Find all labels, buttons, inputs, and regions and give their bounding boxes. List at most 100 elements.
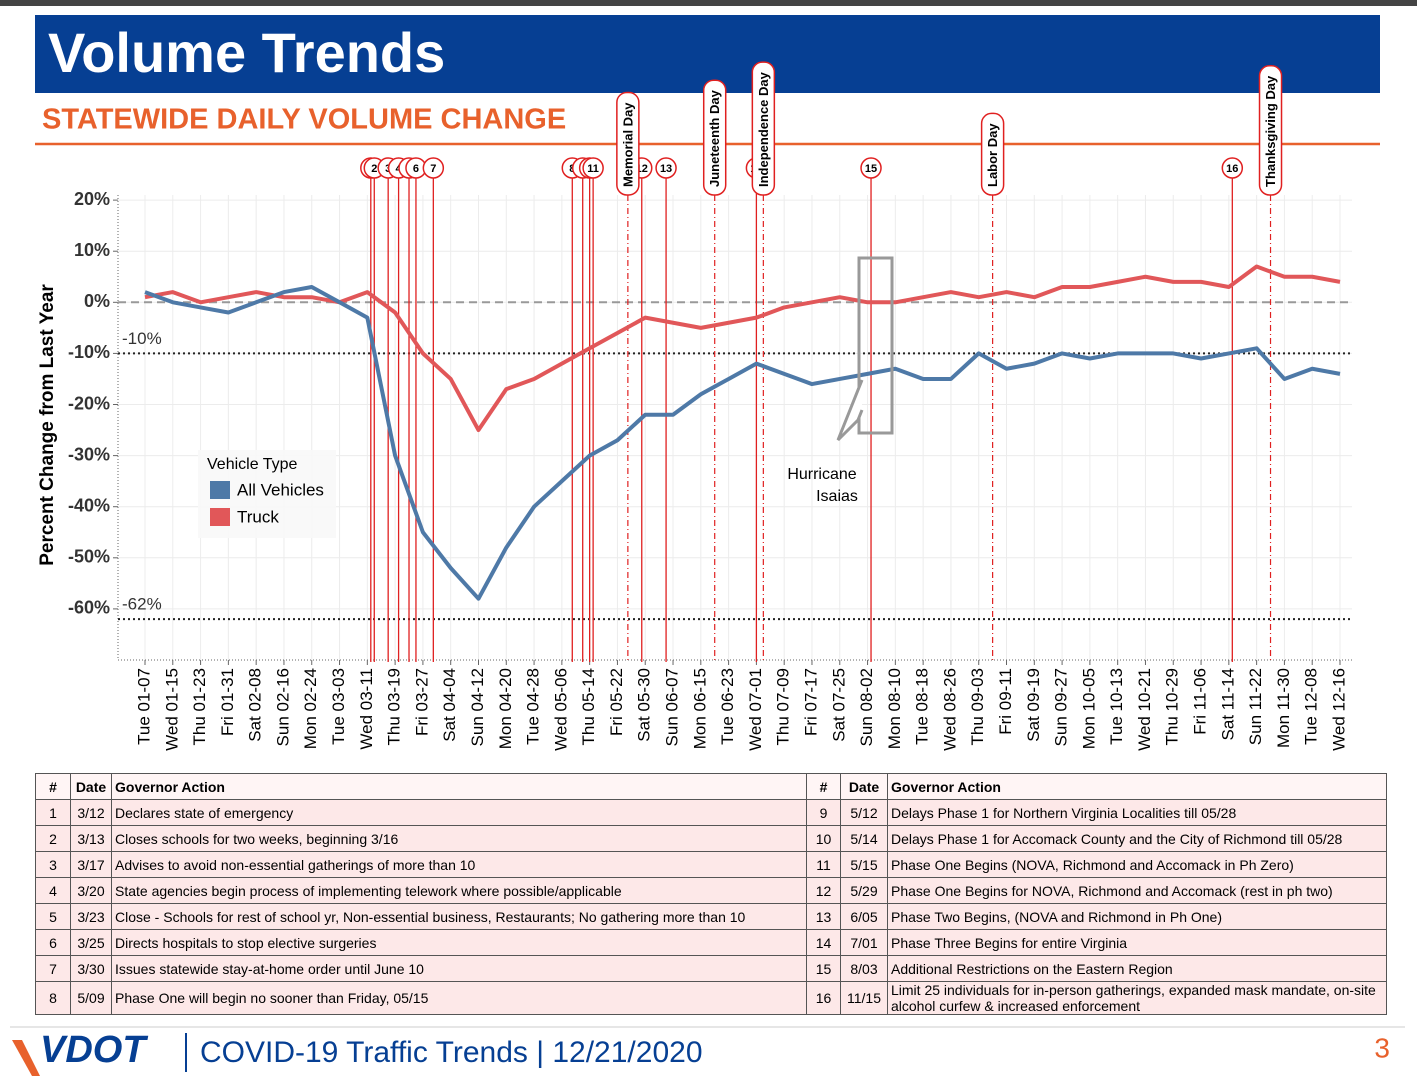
x-tick-label: Thu 05-14 bbox=[579, 668, 598, 746]
x-tick-label: Sat 07-25 bbox=[829, 668, 848, 742]
x-tick-label: Mon 10-05 bbox=[1079, 668, 1098, 749]
reference-label: -10% bbox=[122, 329, 162, 348]
event-label: 2 bbox=[371, 163, 377, 175]
table-cell: Issues statewide stay-at-home order unti… bbox=[111, 955, 807, 982]
x-tick-label: Tue 03-03 bbox=[329, 668, 348, 745]
y-tick-label: -40% bbox=[68, 495, 110, 515]
table-cell: 15 bbox=[806, 955, 841, 982]
y-tick-label: -30% bbox=[68, 444, 110, 464]
table-cell: 11 bbox=[806, 851, 841, 878]
header-cell: # bbox=[806, 773, 841, 800]
table-cell: 7 bbox=[35, 955, 71, 982]
table-cell: Phase One will begin no sooner than Frid… bbox=[111, 981, 807, 1015]
event-marker bbox=[422, 157, 445, 179]
footer-text: COVID-19 Traffic Trends | 12/21/2020 bbox=[200, 1036, 703, 1069]
table-cell: 10 bbox=[806, 825, 841, 852]
table-cell: 2 bbox=[35, 825, 71, 852]
x-tick-label: Mon 06-15 bbox=[690, 668, 709, 749]
table-cell: 3/25 bbox=[70, 929, 112, 956]
holiday-label: Independence Day bbox=[756, 71, 771, 187]
hurricane-callout: Hurricane Isaias bbox=[787, 256, 894, 505]
holiday-label: Labor Day bbox=[985, 123, 1000, 187]
x-tick-label: Thu 10-29 bbox=[1163, 668, 1182, 746]
table-cell: Delays Phase 1 for Northern Virginia Loc… bbox=[887, 799, 1387, 826]
annotation: Isaias bbox=[816, 488, 858, 505]
x-tick-label: Fri 11-06 bbox=[1191, 668, 1210, 735]
table-row: 3 3/17 Advises to avoid non-essential gath… bbox=[35, 851, 1387, 878]
header-cell: Date bbox=[70, 773, 112, 800]
callout-pointer bbox=[836, 379, 864, 442]
table-cell: 1 bbox=[35, 799, 71, 826]
x-tick-label: Fri 01-31 bbox=[218, 668, 237, 736]
y-tick-label: -50% bbox=[68, 547, 110, 567]
table-cell: Declares state of emergency bbox=[111, 799, 807, 826]
x-tick-label: Mon 02-24 bbox=[301, 668, 320, 749]
x-tick-label: Tue 12-08 bbox=[1302, 668, 1321, 745]
logo: VDOT bbox=[40, 1029, 148, 1071]
event-marker bbox=[860, 157, 882, 179]
table-row: 1 3/12 Declares state of emergency 9 5/12 Del… bbox=[35, 799, 1387, 826]
x-tick-label: Sat 02-08 bbox=[246, 668, 265, 742]
x-tick-label: Wed 05-06 bbox=[551, 668, 570, 751]
table-cell: 3/13 bbox=[70, 825, 112, 852]
event-marker bbox=[1221, 157, 1244, 179]
event-label: 16 bbox=[1226, 163, 1238, 175]
y-tick-label: 20% bbox=[74, 189, 110, 209]
x-tick-label: Mon 11-30 bbox=[1274, 668, 1293, 748]
legend-swatch bbox=[210, 508, 230, 526]
table-cell: 5 bbox=[35, 903, 71, 930]
title: Volume Trends bbox=[48, 21, 445, 84]
x-tick-label: Thu 07-09 bbox=[774, 668, 793, 746]
header-cell: Governor Action bbox=[111, 773, 807, 800]
y-tick-label: -60% bbox=[68, 598, 110, 618]
table-cell: 3 bbox=[35, 851, 71, 878]
table-cell: Phase One Begins for NOVA, Richmond and … bbox=[887, 877, 1387, 904]
x-tick-label: Sun 08-02 bbox=[857, 668, 876, 746]
legend-label: All Vehicles bbox=[237, 480, 324, 499]
table-row: 6 3/25 Directs hospitals to stop elective … bbox=[35, 929, 1387, 956]
table-row: 7 3/30 Issues statewide stay-at-home order… bbox=[35, 955, 1387, 982]
x-tick-label: Sun 09-27 bbox=[1052, 668, 1071, 746]
holiday-label: Juneteenth Day bbox=[707, 89, 722, 187]
legend-title: Vehicle Type bbox=[207, 456, 298, 473]
table-cell: Limit 25 individuals for in-person gathe… bbox=[887, 981, 1387, 1015]
table-cell: Additional Restrictions on the Eastern R… bbox=[887, 955, 1387, 982]
x-tick-label: Fri 05-22 bbox=[607, 668, 626, 736]
holiday-label: Thanksgiving Day bbox=[1263, 75, 1278, 187]
table-cell: State agencies begin process of implemen… bbox=[111, 877, 807, 904]
x-tick-label: Wed 08-26 bbox=[940, 668, 959, 751]
table-cell: Advises to avoid non-essential gathering… bbox=[111, 851, 807, 878]
table-cell: 6 bbox=[35, 929, 71, 956]
table-cell: 5/15 bbox=[840, 851, 888, 878]
table-cell: 9 bbox=[806, 799, 841, 826]
table-cell: Phase One Begins (NOVA, Richmond and Acc… bbox=[887, 851, 1387, 878]
event-marker bbox=[582, 157, 604, 179]
holiday-box bbox=[751, 61, 776, 196]
logo-swoosh bbox=[12, 1040, 40, 1076]
x-tick-label: Wed 01-15 bbox=[162, 668, 181, 751]
x-tick-label: Mon 08-10 bbox=[885, 668, 904, 749]
table-cell: 3/17 bbox=[70, 851, 112, 878]
table-cell: 8/03 bbox=[840, 955, 888, 982]
table-row: 5 3/23 Close - Schools for rest of school … bbox=[35, 903, 1387, 930]
plot: Tue 01-07 Wed 01-15 Thu 01-23 Fri 01-31 Sat … bbox=[68, 61, 1352, 751]
legend-swatch bbox=[210, 481, 230, 499]
x-tick-label: Sat 05-30 bbox=[635, 668, 654, 742]
x-tick-label: Fri 03-27 bbox=[412, 668, 431, 736]
table-cell: 8 bbox=[35, 981, 71, 1015]
x-tick-label: Thu 03-19 bbox=[385, 668, 404, 746]
table-cell: 16 bbox=[806, 981, 841, 1015]
x-tick-label: Wed 07-01 bbox=[746, 668, 765, 751]
x-tick-label: Mon 04-20 bbox=[496, 668, 515, 749]
table-row: 8 5/09 Phase One will begin no sooner than… bbox=[35, 981, 1387, 1015]
page-number: 3 bbox=[1374, 1032, 1390, 1063]
x-tick-label: Tue 04-28 bbox=[524, 668, 543, 745]
holiday-box bbox=[980, 112, 1005, 196]
x-tick-label: Tue 01-07 bbox=[134, 668, 153, 745]
event-label: 6 bbox=[413, 163, 419, 175]
series-line bbox=[144, 284, 1341, 601]
x-tick-label: Tue 06-23 bbox=[718, 668, 737, 745]
subtitle: STATEWIDE DAILY VOLUME CHANGE bbox=[42, 104, 566, 136]
x-tick-label: Sat 11-14 bbox=[1218, 668, 1237, 740]
holiday-box bbox=[702, 79, 727, 196]
